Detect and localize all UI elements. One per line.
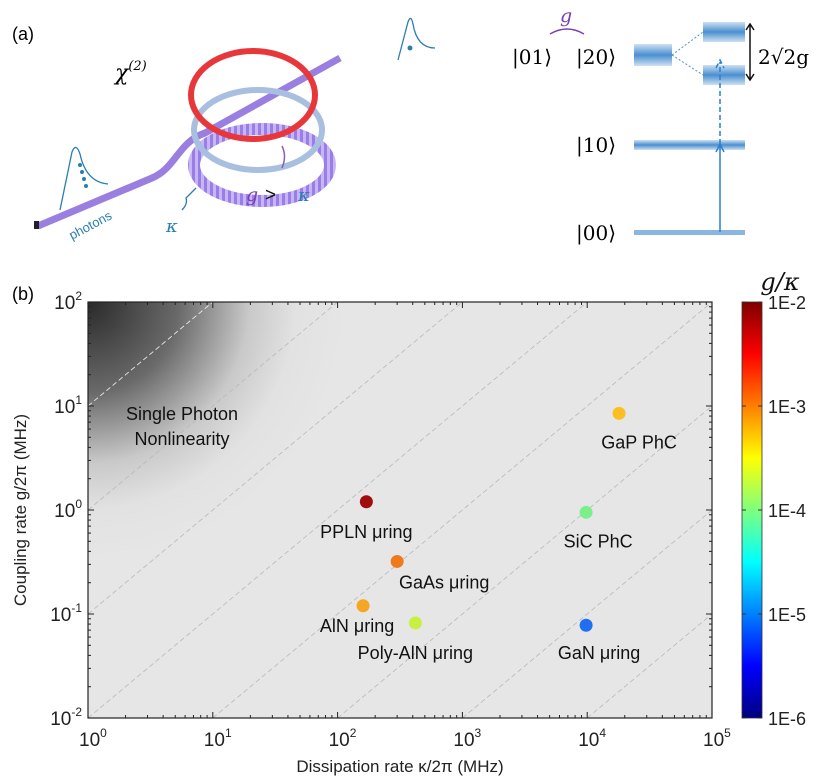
g-label: g [246,184,258,206]
data-point-label: AlN μring [320,616,394,636]
colorbar-tick-label: 1E-3 [768,397,806,417]
x-tick-label: 104 [578,726,606,751]
x-tick-label: 102 [329,726,357,751]
kappa-label: κ [165,216,178,237]
data-point-label: GaP PhC [601,432,677,452]
greater-than: > [265,185,276,206]
data-point [390,554,404,568]
x-tick-label: 101 [204,726,232,751]
coupling-g-label: g [560,5,572,27]
y-axis-label: Coupling rate g/2π (MHz) [11,414,30,606]
y-tick-label: 101 [54,393,82,418]
waveguide-end [34,221,39,229]
waveguide [36,54,342,230]
x-tick-label: 103 [453,726,481,751]
splitting-label: 2√2g [758,45,809,69]
data-point [612,406,626,420]
swap-arrow-icon [549,28,585,35]
panel-b-label: (b) [12,284,34,304]
single-photon-region-shading [88,302,712,718]
level-20 [634,44,672,66]
colorbar-tick-label: 1E-4 [768,501,806,521]
y-tick-label: 100 [54,497,82,522]
region-label: Nonlinearity [134,429,229,449]
guide-line [87,301,588,719]
y-tick-label: 10-1 [50,601,82,626]
x-tick-label: 105 [703,726,731,751]
state-10: |10⟩ [576,133,616,158]
blue-ring [191,87,325,173]
blocked-excitation-arrow [715,58,725,144]
panel-a: (a) χ(2) photons κ g > κ g |01⟩ |20⟩ 2√2… [12,5,809,246]
y-tick-label: 10-2 [50,705,82,730]
data-point [579,618,593,632]
data-point [579,505,593,519]
excitation-arrow [715,142,725,232]
output-pulse-icon [397,17,436,61]
guide-line [87,301,214,407]
colorbar-tick-label: 1E-2 [768,293,806,313]
guide-line [462,509,713,719]
scatter-chart: 100 101 102 103 104 105 10-2 10-1 100 101 102 Dissi… [11,268,806,776]
state-00: |00⟩ [576,221,616,246]
level-10 [634,140,745,150]
colorbar-tick-label: 1E-5 [768,605,806,625]
data-point-label: Poly-AlN μring [358,643,473,663]
data-point-label: GaAs μring [399,572,489,592]
state-01: |01⟩ [512,45,552,70]
data-point [356,599,370,613]
data-point [359,495,373,509]
guide-line [87,301,338,511]
guide-line [87,301,463,615]
colorbar-title: g/κ [760,268,799,296]
red-ring [188,48,318,142]
chi-label: χ(2) [113,59,147,86]
colorbar-tick-label: 1E-6 [768,709,806,729]
region-label: Single Photon [126,404,238,424]
level-split-lower [703,65,745,85]
data-point-label: SiC PhC [564,531,633,551]
data-point [408,616,422,630]
kappa-label-2: κ [297,185,310,206]
panel-a-label: (a) [12,24,34,44]
x-tick-label: 100 [79,726,107,751]
x-axis-label: Dissipation rate κ/2π (MHz) [296,757,503,776]
level-split-upper [703,22,745,42]
coupling-arrow-icon [281,145,286,169]
data-point-label: GaN μring [558,643,640,663]
input-pulse-icon [59,146,109,211]
y-tick-label: 102 [54,289,82,314]
loss-wave-icon [181,187,197,211]
data-point-label: PPLN μring [320,522,412,542]
guide-line [337,405,713,719]
guide-line [586,613,713,719]
double-arrow-icon [745,22,755,82]
guide-line [212,301,713,719]
purple-ring [188,123,336,207]
state-20: |20⟩ [576,45,616,70]
level-00 [634,230,745,235]
